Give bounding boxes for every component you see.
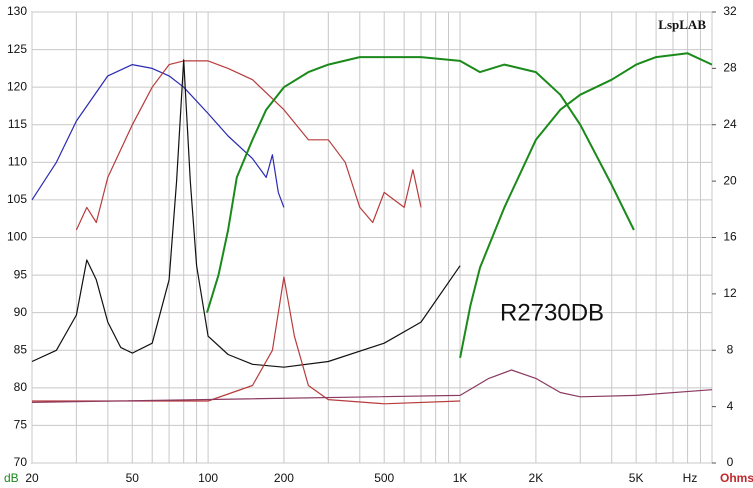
x-tick-label: 20 xyxy=(25,471,39,485)
series-line xyxy=(459,52,713,358)
x-tick-label: 2K xyxy=(529,471,544,485)
y-tick-label: 120 xyxy=(7,79,27,93)
y2-tick-label: 0 xyxy=(727,455,734,469)
x-tick-label: 1K xyxy=(453,471,468,485)
x-tick-label: 500 xyxy=(374,471,394,485)
y-tick-label: 90 xyxy=(14,305,28,319)
lines xyxy=(31,52,713,405)
annotation: R2730DB xyxy=(500,299,604,326)
y2-tick-label: 8 xyxy=(727,342,734,356)
series-line xyxy=(31,59,461,368)
y-tick-label: 125 xyxy=(7,42,27,56)
y-tick-label: 105 xyxy=(7,192,27,206)
y2-tick-label: 28 xyxy=(723,61,737,75)
grid xyxy=(31,11,713,464)
x-tick-label: 200 xyxy=(274,471,294,485)
series-line xyxy=(75,60,422,231)
y-tick-label: 130 xyxy=(7,4,27,18)
x-tick-label: 100 xyxy=(198,471,218,485)
y2-tick-label: 12 xyxy=(723,286,737,300)
y-tick-label: 85 xyxy=(14,342,28,356)
x-axis-label: Hz xyxy=(683,471,698,485)
series-line xyxy=(206,56,635,313)
y-tick-label: 115 xyxy=(8,117,27,131)
y2-tick-label: 32 xyxy=(723,4,737,18)
x-tick-label: 50 xyxy=(126,471,140,485)
series-line xyxy=(31,369,713,403)
y-tick-label: 110 xyxy=(8,155,27,169)
y2-axis-label: Ohms xyxy=(720,471,753,485)
y-tick-label: 80 xyxy=(14,380,28,394)
y-tick-label: 75 xyxy=(14,418,28,432)
y2-tick-label: 4 xyxy=(727,399,734,413)
y2-tick-label: 24 xyxy=(723,117,737,131)
y-tick-label: 100 xyxy=(7,230,27,244)
y2-tick-label: 20 xyxy=(723,173,737,187)
series-line xyxy=(32,276,461,405)
y-tick-label: 95 xyxy=(14,267,28,281)
x-tick-label: 5K xyxy=(629,471,644,485)
y-axis-label: dB xyxy=(4,471,19,485)
y-tick-label: 70 xyxy=(14,455,28,469)
series-line xyxy=(31,63,285,208)
chart-title: LspLAB xyxy=(658,17,706,32)
y2-tick-label: 16 xyxy=(723,230,737,244)
